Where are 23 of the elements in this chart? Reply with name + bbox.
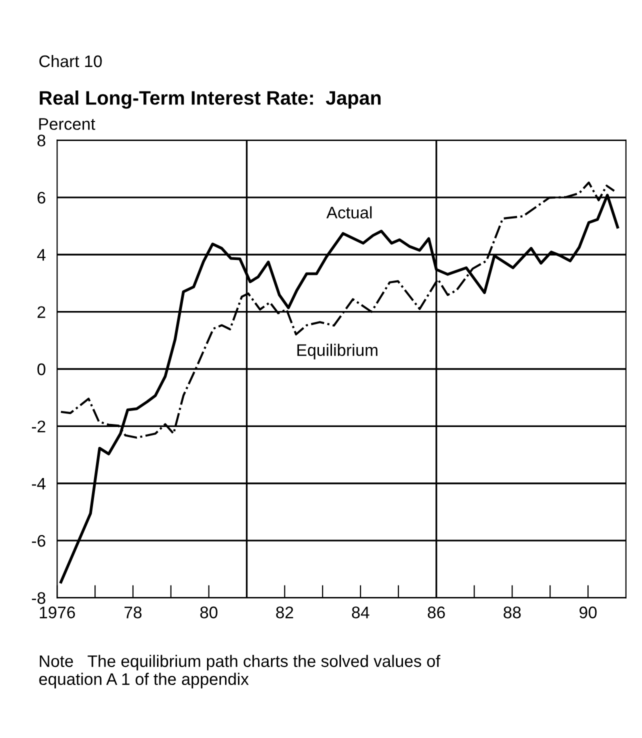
- y-tick-label: 0: [37, 363, 46, 376]
- text: Note The equilibrium path charts the solved values of equation A 1 of the appendix: [39, 654, 440, 688]
- y-tick-label: 4: [37, 249, 46, 261]
- y-tick-label: -4: [32, 478, 46, 490]
- x-tick-label: 84: [352, 606, 370, 618]
- chart-title: Real Long-Term Interest Rate: Japan: [40, 90, 381, 109]
- y-tick-label: 6: [38, 192, 46, 204]
- y-tick-label: 8: [37, 134, 46, 146]
- x-tick-label: 88: [504, 606, 521, 618]
- y-tick-label: -2: [32, 420, 46, 432]
- x-tick-label: 82: [276, 606, 294, 618]
- x-tick-label: 90: [580, 606, 597, 618]
- x-tick-label: 1976: [40, 606, 75, 618]
- y-axis-title: Percent: [39, 118, 96, 130]
- chart-subtitle: Chart 10: [39, 54, 102, 68]
- series-label: Equilibrium: [297, 344, 378, 360]
- y-tick-label: -6: [32, 534, 46, 547]
- series-label: Actual: [326, 206, 372, 218]
- x-tick-label: 80: [200, 606, 218, 618]
- y-tick-label: -8: [32, 592, 46, 604]
- y-tick-label: 2: [38, 306, 46, 318]
- x-tick-label: 78: [124, 606, 142, 618]
- x-tick-label: 86: [428, 606, 445, 618]
